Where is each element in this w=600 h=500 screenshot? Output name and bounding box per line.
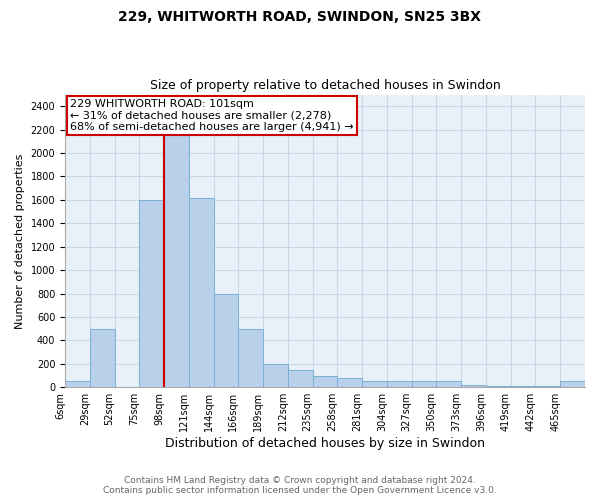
Bar	[164, 128, 189, 387]
Bar	[461, 385, 486, 387]
Bar	[115, 386, 139, 387]
Bar	[65, 382, 90, 387]
Bar	[337, 378, 362, 387]
Bar	[90, 328, 115, 387]
Y-axis label: Number of detached properties: Number of detached properties	[15, 153, 25, 328]
Bar	[560, 382, 585, 387]
Bar	[214, 294, 238, 387]
X-axis label: Distribution of detached houses by size in Swindon: Distribution of detached houses by size …	[165, 437, 485, 450]
Bar	[511, 386, 535, 387]
Bar	[288, 370, 313, 387]
Text: Contains HM Land Registry data © Crown copyright and database right 2024.
Contai: Contains HM Land Registry data © Crown c…	[103, 476, 497, 495]
Title: Size of property relative to detached houses in Swindon: Size of property relative to detached ho…	[149, 79, 500, 92]
Bar	[387, 382, 412, 387]
Bar	[313, 376, 337, 387]
Bar	[535, 386, 560, 387]
Text: 229 WHITWORTH ROAD: 101sqm
← 31% of detached houses are smaller (2,278)
68% of s: 229 WHITWORTH ROAD: 101sqm ← 31% of deta…	[70, 99, 354, 132]
Bar	[362, 382, 387, 387]
Bar	[412, 382, 436, 387]
Bar	[486, 386, 511, 387]
Bar	[139, 200, 164, 387]
Bar	[189, 198, 214, 387]
Text: 229, WHITWORTH ROAD, SWINDON, SN25 3BX: 229, WHITWORTH ROAD, SWINDON, SN25 3BX	[119, 10, 482, 24]
Bar	[436, 382, 461, 387]
Bar	[263, 364, 288, 387]
Bar	[238, 328, 263, 387]
